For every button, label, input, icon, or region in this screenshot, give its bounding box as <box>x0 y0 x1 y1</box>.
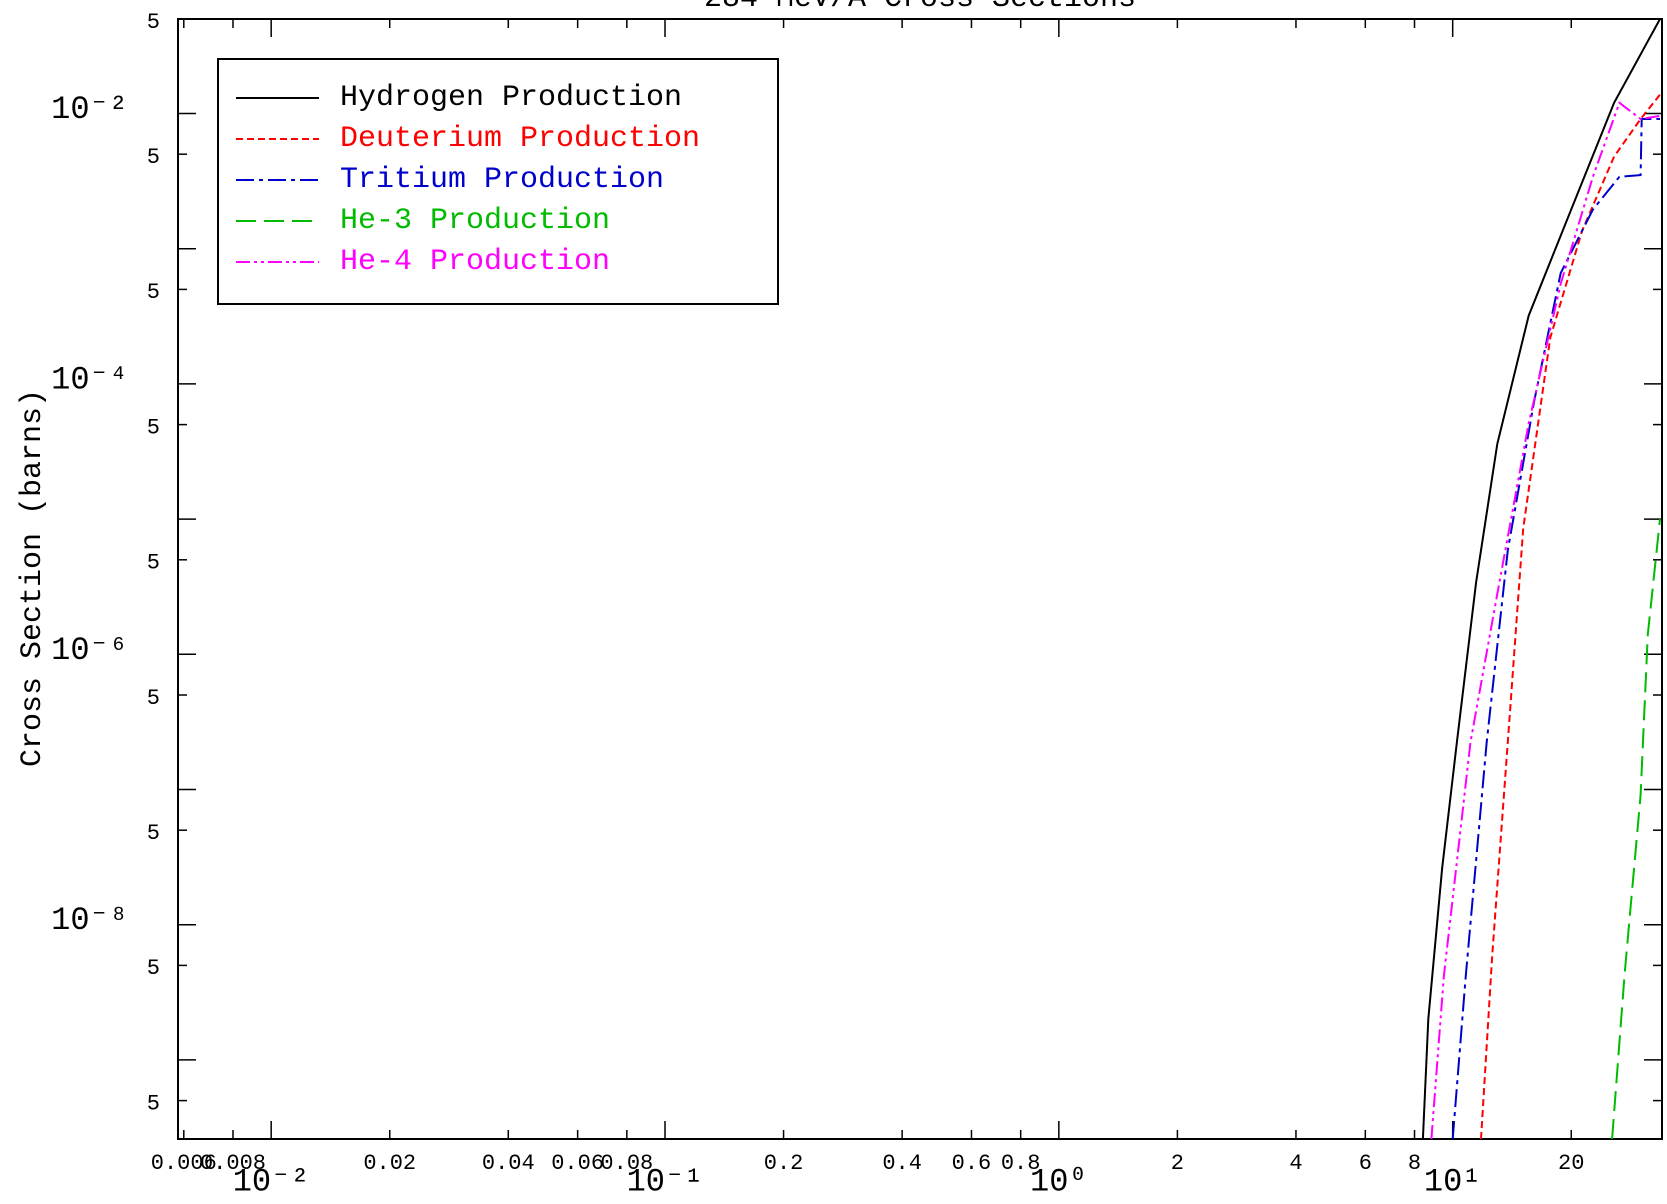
x-tick-label: 0.8 <box>1001 1151 1041 1176</box>
x-tick-label: 0.2 <box>764 1151 804 1176</box>
y-tick-label: 5 <box>147 1091 160 1116</box>
legend-label: Deuterium Production <box>340 122 700 156</box>
series-line <box>1430 101 1661 1139</box>
y-tick-label: 5 <box>147 956 160 981</box>
x-tick-label: 0.06 <box>551 1151 604 1176</box>
x-tick-label: 0.6 <box>952 1151 992 1176</box>
x-tick-label: 6 <box>1359 1151 1372 1176</box>
x-tick-label: 10⁻² <box>233 1163 310 1200</box>
x-tick-label: 10⁻¹ <box>627 1163 704 1200</box>
legend-label: Tritium Production <box>340 163 664 197</box>
x-tick-label: 0.4 <box>882 1151 922 1176</box>
x-tick-label: 0.04 <box>482 1151 535 1176</box>
series-line <box>1421 19 1661 1139</box>
y-tick-label: 5 <box>147 821 160 846</box>
plot-area <box>1421 19 1661 1139</box>
y-axis-label: Cross Section (barns) <box>16 389 50 767</box>
plot-frame <box>177 18 1663 1140</box>
x-tick-label: 4 <box>1289 1151 1302 1176</box>
y-tick-label: 5 <box>147 686 160 711</box>
series-line <box>1451 118 1660 1139</box>
x-tick-label: 10⁰ <box>1030 1163 1088 1200</box>
y-tick-label: 5 <box>147 145 160 170</box>
legend-box <box>217 58 779 305</box>
y-tick-label: 10⁻² <box>51 91 128 128</box>
x-tick-label: 0.006 <box>151 1151 217 1176</box>
y-tick-label: 10⁻⁶ <box>51 632 128 669</box>
x-tick-label: 0.02 <box>363 1151 416 1176</box>
chart-title: 284 MeV/A Cross Sections <box>704 0 1136 16</box>
legend-label: He-3 Production <box>340 204 610 238</box>
legend-label: He-4 Production <box>340 245 610 279</box>
x-tick-label: 0.08 <box>600 1151 653 1176</box>
series-line <box>1611 518 1661 1139</box>
series-line <box>1480 93 1661 1139</box>
y-tick-label: 5 <box>147 10 160 35</box>
y-tick-label: 10⁻⁴ <box>51 361 128 398</box>
y-tick-label: 5 <box>147 415 160 440</box>
y-tick-label: 5 <box>147 280 160 305</box>
x-tick-label: 0.008 <box>200 1151 266 1176</box>
x-tick-label: 2 <box>1171 1151 1184 1176</box>
legend-label: Hydrogen Production <box>340 81 682 115</box>
x-tick-label: 8 <box>1408 1151 1421 1176</box>
x-tick-label: 10¹ <box>1424 1163 1482 1200</box>
y-tick-label: 5 <box>147 551 160 576</box>
y-tick-label: 10⁻⁸ <box>51 902 128 939</box>
x-tick-label: 20 <box>1558 1151 1584 1176</box>
